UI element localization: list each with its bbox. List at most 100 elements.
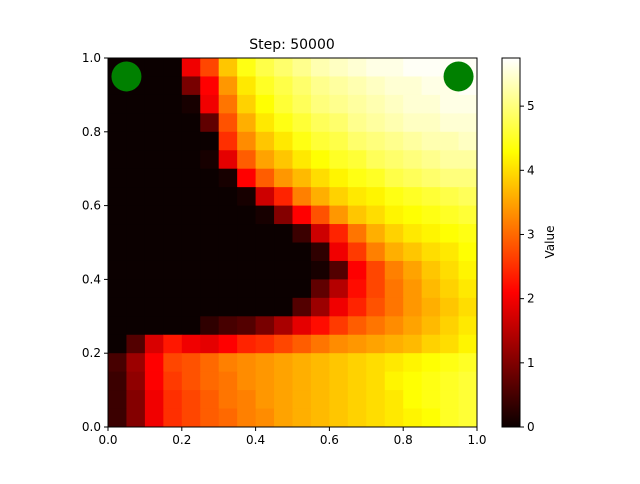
heatmap-cell	[329, 390, 349, 410]
heatmap-cell	[292, 242, 312, 262]
heatmap-cell	[440, 224, 460, 243]
heatmap-cell	[403, 371, 423, 391]
heatmap-cell	[292, 297, 312, 317]
heatmap-cell	[108, 224, 127, 243]
heatmap-cell	[126, 334, 146, 354]
x-tick-label: 0.4	[246, 433, 265, 447]
heatmap-cell	[163, 242, 183, 262]
heatmap-cell	[200, 58, 220, 77]
heatmap-cell	[126, 279, 146, 299]
heatmap-cell	[292, 58, 312, 77]
heatmap-cell	[310, 353, 330, 373]
heatmap-cell	[237, 205, 257, 225]
heatmap-cell	[200, 297, 220, 317]
heatmap-cell	[403, 187, 423, 207]
heatmap-cell	[163, 58, 183, 77]
heatmap-cell	[384, 390, 404, 410]
heatmap-cell	[126, 242, 146, 262]
heatmap-cell	[347, 131, 367, 151]
heatmap-cell	[384, 168, 404, 188]
heatmap-cell	[274, 297, 293, 317]
chart-title: Step: 50000	[249, 37, 335, 53]
heatmap-cell	[458, 408, 478, 428]
heatmap-cell	[458, 316, 478, 336]
heatmap-cell	[310, 58, 330, 77]
heatmap-cell	[126, 94, 146, 114]
heatmap-cell	[458, 371, 478, 391]
heatmap-cell	[218, 408, 238, 428]
heatmap-cell	[366, 316, 386, 336]
heatmap-cell	[163, 94, 183, 114]
heatmap-cell	[163, 113, 183, 133]
heatmap-cell	[108, 242, 127, 262]
heatmap-cell	[292, 260, 312, 280]
heatmap-cell	[310, 316, 330, 336]
colorbar-tick-label: 5	[527, 99, 535, 113]
heatmap-cell	[237, 113, 257, 133]
heatmap-cell	[126, 131, 146, 151]
heatmap-cell	[329, 242, 349, 262]
heatmap-cell	[200, 94, 220, 114]
heatmap-cell	[310, 76, 330, 96]
goal-marker	[443, 61, 474, 92]
heatmap-cell	[126, 390, 146, 410]
heatmap-cell	[144, 94, 164, 114]
heatmap-cell	[200, 334, 220, 354]
heatmap-cell	[163, 316, 183, 336]
heatmap-cell	[366, 94, 386, 114]
heatmap-cell	[274, 242, 293, 262]
heatmap-cell	[237, 187, 257, 207]
heatmap-cell	[403, 334, 423, 354]
x-tick-label: 0.2	[172, 433, 191, 447]
heatmap-cell	[292, 408, 312, 428]
heatmap-cell	[200, 113, 220, 133]
heatmap-cell	[458, 150, 478, 170]
heatmap-cell	[292, 353, 312, 373]
heatmap-cell	[458, 334, 478, 354]
heatmap-cell	[237, 150, 257, 170]
heatmap-cell	[181, 187, 201, 207]
heatmap-cell	[237, 260, 257, 280]
heatmap-cell	[403, 131, 423, 151]
heatmap-cell	[163, 279, 183, 299]
heatmap-cell	[144, 113, 164, 133]
heatmap-cell	[255, 242, 275, 262]
heatmap-cell	[255, 168, 275, 188]
heatmap-cell	[181, 168, 201, 188]
heatmap-cell	[329, 371, 349, 391]
heatmap-cell	[384, 334, 404, 354]
heatmap-cell	[347, 316, 367, 336]
heatmap-cell	[329, 187, 349, 207]
heatmap-cell	[310, 168, 330, 188]
x-tick-label: 0.6	[320, 433, 339, 447]
heatmap-cell	[181, 260, 201, 280]
heatmap-cell	[126, 205, 146, 225]
heatmap-cell	[237, 408, 257, 428]
heatmap-cell	[144, 131, 164, 151]
heatmap-cell	[144, 224, 164, 243]
heatmap-cell	[384, 279, 404, 299]
heatmap-cell	[274, 408, 293, 428]
heatmap-cell	[421, 260, 441, 280]
heatmap-cell	[458, 205, 478, 225]
heatmap-cell	[255, 260, 275, 280]
heatmap-cell	[292, 316, 312, 336]
colorbar-tick-label: 0	[527, 420, 535, 434]
heatmap-cell	[347, 94, 367, 114]
heatmap-cell	[421, 408, 441, 428]
heatmap-cell	[255, 371, 275, 391]
heatmap-cell	[237, 297, 257, 317]
heatmap-cell	[255, 334, 275, 354]
heatmap-cell	[421, 353, 441, 373]
heatmap-cell	[218, 168, 238, 188]
heatmap-cell	[366, 131, 386, 151]
heatmap-cell	[237, 316, 257, 336]
heatmap-cell	[310, 279, 330, 299]
heatmap-cell	[347, 334, 367, 354]
heatmap-cell	[274, 168, 293, 188]
heatmap-cell	[144, 390, 164, 410]
heatmap-cell	[384, 408, 404, 428]
heatmap-cell	[200, 76, 220, 96]
heatmap-cell	[218, 131, 238, 151]
heatmap-cell	[440, 260, 460, 280]
